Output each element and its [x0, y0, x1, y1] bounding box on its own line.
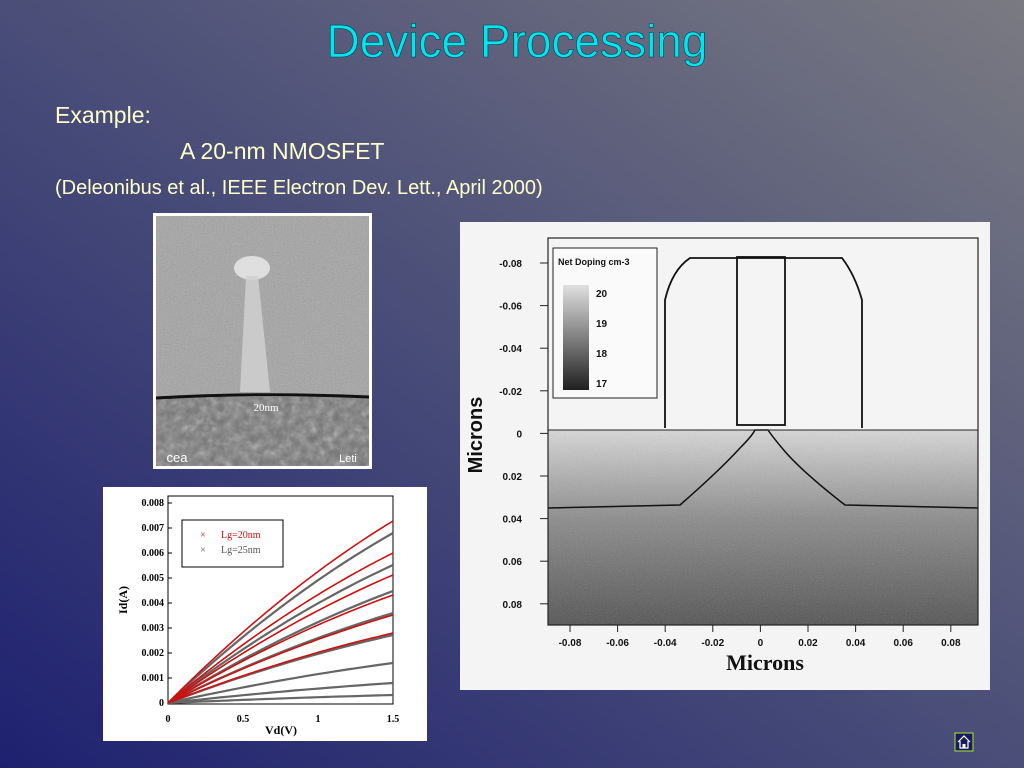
curve — [167, 661, 394, 705]
legend-label: Lg=20nm — [221, 530, 261, 541]
y-tick-label: -0.06 — [499, 302, 522, 313]
y-tick-label: -0.02 — [499, 387, 522, 398]
x-tick-label: 0 — [166, 714, 171, 725]
x-tick-label: 0.06 — [893, 638, 913, 649]
curve — [167, 532, 394, 704]
slide-title: Device Processing — [327, 15, 708, 67]
y-axis-label: Id(A) — [116, 586, 130, 614]
y-tick-label: 0.004 — [142, 598, 165, 609]
x-tick-label: 0.5 — [237, 714, 250, 725]
logo: Leti — [339, 453, 357, 465]
sem-image: 20nm cea Leti — [153, 213, 372, 469]
y-tick-label: 0.02 — [503, 472, 523, 483]
x-axis-label: Vd(V) — [265, 723, 297, 737]
legend-marker: × — [200, 545, 206, 556]
curve — [167, 693, 394, 705]
legend-marker: × — [200, 530, 206, 541]
id-vd-figure: Id(A) Vd(V) 0 0.001 0.002 0.003 0.004 0.005 0.… — [103, 487, 427, 741]
legend-title: Net Doping cm-3 — [558, 257, 630, 267]
legend-label: Lg=25nm — [221, 545, 261, 556]
x-tick-label: 0 — [758, 638, 764, 649]
x-tick-label: 1 — [316, 714, 321, 725]
y-tick-label: -0.08 — [499, 259, 522, 270]
y-tick-label: 0.008 — [142, 498, 165, 509]
curve — [167, 614, 394, 704]
y-tick-label: 0 — [516, 429, 522, 440]
x-tick-label: -0.04 — [654, 638, 677, 649]
legend-level: 17 — [596, 379, 608, 390]
x-tick-label: 0.02 — [798, 638, 818, 649]
legend-level: 20 — [596, 289, 608, 300]
curve — [167, 520, 394, 704]
y-tick-label: -0.04 — [499, 344, 522, 355]
x-tick-label: -0.02 — [701, 638, 724, 649]
x-tick-label: 0.04 — [846, 638, 866, 649]
device-name: A 20-nm NMOSFET — [180, 138, 384, 164]
curve — [167, 594, 394, 704]
y-tick-label: 0.04 — [503, 515, 523, 526]
y-axis-label: Microns — [465, 397, 487, 474]
curve — [167, 552, 394, 704]
y-tick-label: 0.002 — [142, 648, 165, 659]
curve — [167, 574, 394, 704]
x-tick-label: -0.06 — [606, 638, 629, 649]
citation: (Deleonibus et al., IEEE Electron Dev. L… — [55, 177, 543, 199]
legend-level: 19 — [596, 319, 608, 330]
y-tick-label: 0 — [159, 698, 164, 709]
scale-label: 20nm — [253, 402, 279, 414]
x-tick-label: 0.08 — [941, 638, 961, 649]
y-tick-label: 0.005 — [142, 573, 165, 584]
curve — [167, 564, 394, 704]
curve — [167, 632, 394, 704]
x-axis-label: Microns — [726, 650, 804, 675]
legend-level: 18 — [596, 349, 608, 360]
home-button[interactable] — [954, 732, 974, 752]
x-tick-label: -0.08 — [559, 638, 582, 649]
example-label: Example: — [55, 102, 151, 128]
y-tick-label: 0.003 — [142, 623, 165, 634]
y-tick-label: 0.001 — [142, 673, 165, 684]
y-tick-label: 0.006 — [142, 548, 165, 559]
x-tick-label: 1.5 — [387, 714, 400, 725]
y-tick-label: 0.08 — [503, 600, 523, 611]
curve — [167, 681, 394, 705]
doping-figure: Net Doping cm-3 Microns Microns -0.08 -0.… — [460, 222, 990, 690]
y-tick-label: 0.007 — [142, 523, 165, 534]
y-tick-label: 0.06 — [503, 557, 523, 568]
logo: cea — [167, 450, 189, 465]
